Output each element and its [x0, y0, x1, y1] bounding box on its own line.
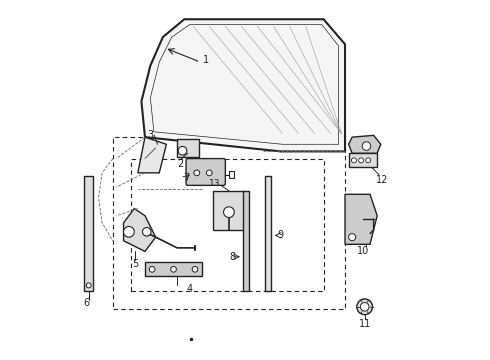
Text: 5: 5	[132, 259, 138, 269]
Polygon shape	[145, 262, 202, 276]
FancyBboxPatch shape	[186, 158, 225, 185]
Circle shape	[206, 170, 212, 176]
Circle shape	[357, 299, 372, 315]
Polygon shape	[142, 19, 345, 152]
Text: 3: 3	[147, 130, 153, 140]
Text: 7: 7	[183, 173, 189, 183]
Polygon shape	[348, 153, 377, 167]
Polygon shape	[348, 135, 381, 153]
Text: 10: 10	[357, 247, 369, 256]
Polygon shape	[138, 137, 167, 173]
Circle shape	[194, 170, 199, 176]
Circle shape	[86, 283, 91, 288]
Circle shape	[360, 302, 369, 311]
Bar	[243, 191, 248, 291]
Circle shape	[359, 158, 364, 163]
Circle shape	[149, 266, 155, 272]
Polygon shape	[177, 139, 198, 157]
Text: 4: 4	[187, 284, 193, 294]
Text: 9: 9	[278, 230, 284, 240]
Bar	[265, 176, 271, 291]
Text: 8: 8	[229, 252, 236, 262]
Text: 1: 1	[203, 55, 209, 65]
Text: 12: 12	[376, 175, 389, 185]
Text: 2: 2	[177, 159, 184, 169]
Circle shape	[171, 266, 176, 272]
Text: 6: 6	[84, 298, 90, 308]
Circle shape	[123, 226, 134, 237]
Circle shape	[178, 147, 187, 155]
Circle shape	[192, 266, 198, 272]
Circle shape	[351, 158, 356, 163]
Polygon shape	[123, 208, 156, 251]
Circle shape	[223, 207, 234, 217]
Polygon shape	[345, 194, 377, 244]
Text: 13: 13	[209, 179, 221, 188]
Polygon shape	[213, 191, 245, 230]
Text: 11: 11	[359, 319, 371, 329]
Circle shape	[143, 228, 151, 236]
Bar	[84, 176, 93, 291]
Circle shape	[348, 234, 356, 241]
Circle shape	[362, 142, 371, 150]
Circle shape	[366, 158, 371, 163]
